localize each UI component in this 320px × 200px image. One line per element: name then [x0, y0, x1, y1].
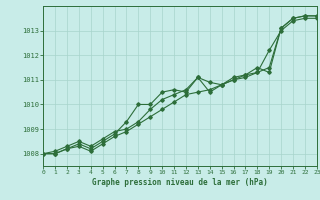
- X-axis label: Graphe pression niveau de la mer (hPa): Graphe pression niveau de la mer (hPa): [92, 178, 268, 187]
